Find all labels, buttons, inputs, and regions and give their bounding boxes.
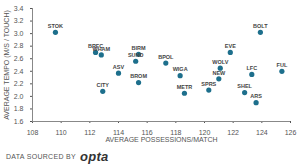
- svg-text:FUL: FUL: [277, 62, 288, 68]
- svg-text:EVE: EVE: [225, 43, 236, 49]
- svg-text:116: 116: [141, 129, 153, 137]
- svg-text:2.6: 2.6: [14, 55, 24, 62]
- svg-text:3.4: 3.4: [14, 5, 24, 12]
- svg-text:2.4: 2.4: [14, 68, 24, 75]
- svg-text:SPRS: SPRS: [201, 81, 216, 87]
- svg-text:2.0: 2.0: [14, 93, 24, 100]
- svg-text:110: 110: [56, 129, 67, 136]
- svg-text:SHEL: SHEL: [237, 83, 252, 89]
- svg-text:WHAM: WHAM: [92, 46, 110, 52]
- svg-text:108: 108: [27, 129, 39, 136]
- svg-text:BPOL: BPOL: [158, 54, 174, 60]
- svg-text:114: 114: [112, 129, 125, 137]
- svg-text:126: 126: [285, 129, 297, 136]
- svg-text:CITY: CITY: [96, 82, 109, 88]
- svg-text:ARS: ARS: [250, 93, 262, 99]
- svg-text:NEW: NEW: [212, 70, 226, 76]
- svg-text:118: 118: [170, 129, 182, 137]
- svg-text:122: 122: [227, 129, 239, 136]
- svg-text:WOLV: WOLV: [212, 59, 228, 65]
- html-text:opta: opta: [80, 149, 109, 164]
- svg-text:3.2: 3.2: [14, 17, 24, 24]
- svg-text:LFC: LFC: [246, 65, 257, 71]
- svg-text:WIGA: WIGA: [173, 66, 188, 72]
- svg-text:120: 120: [198, 129, 211, 137]
- svg-text:ASV: ASV: [113, 64, 125, 70]
- svg-text:2.2: 2.2: [14, 80, 24, 87]
- svg-text:BIRM: BIRM: [132, 45, 146, 51]
- svg-text:BOLT: BOLT: [253, 23, 268, 29]
- svg-text:BROM: BROM: [130, 73, 147, 79]
- svg-text:124: 124: [256, 129, 268, 136]
- svg-text:AVERAGE POSSESSIONS/MATCH: AVERAGE POSSESSIONS/MATCH: [105, 136, 217, 143]
- svg-text:1.6: 1.6: [14, 118, 24, 125]
- html-text:DATA SOURCED BY: DATA SOURCED BY: [6, 153, 76, 160]
- svg-text:2.8: 2.8: [14, 42, 24, 49]
- svg-text:1.8: 1.8: [14, 105, 24, 112]
- svg-text:AVERAGE TEMPO (M/S / TOUCH): AVERAGE TEMPO (M/S / TOUCH): [3, 10, 11, 120]
- svg-text:SUND: SUND: [128, 52, 144, 58]
- svg-text:STOK: STOK: [48, 23, 63, 29]
- svg-text:3.0: 3.0: [14, 30, 24, 37]
- svg-text:112: 112: [84, 129, 95, 136]
- svg-text:METR: METR: [177, 84, 193, 90]
